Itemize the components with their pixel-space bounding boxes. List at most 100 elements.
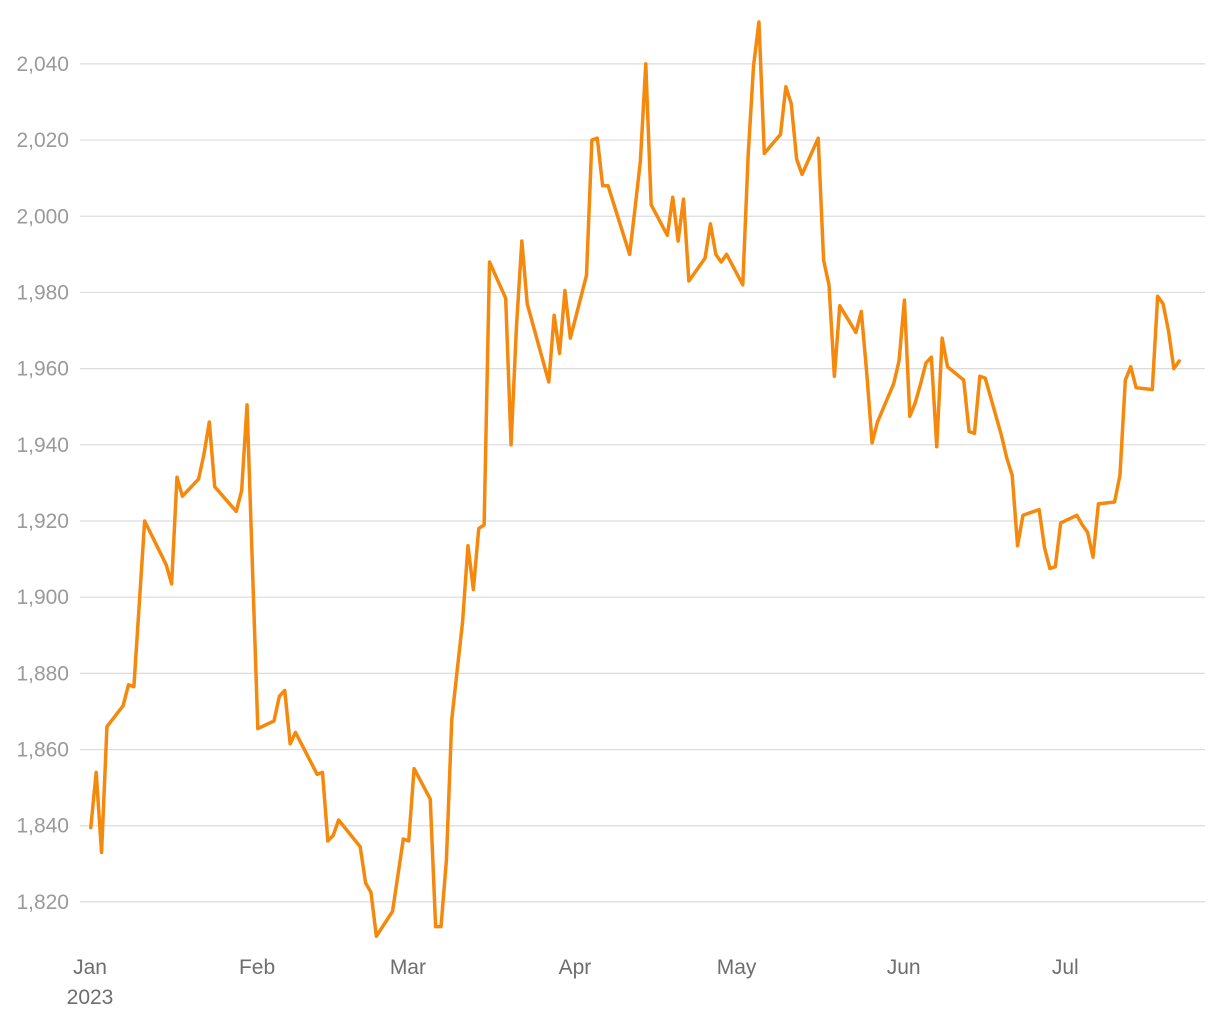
data-point	[428, 797, 432, 801]
data-point	[665, 233, 669, 237]
data-point	[294, 730, 298, 734]
data-point	[585, 273, 588, 277]
data-point	[202, 452, 206, 456]
data-point	[143, 519, 147, 523]
data-point	[504, 296, 508, 300]
data-point	[121, 704, 125, 708]
data-point	[514, 325, 518, 329]
data-point	[946, 365, 950, 369]
data-point	[1016, 544, 1020, 548]
data-point	[374, 934, 378, 938]
y-tick-label-2040: 2,040	[16, 53, 69, 76]
series-line-0	[89, 20, 1181, 938]
y-tick-label-1840: 1,840	[16, 815, 69, 838]
x-tick-year-label: 2023	[67, 986, 114, 1009]
data-point	[1021, 513, 1025, 517]
data-point	[838, 304, 842, 308]
y-tick-label-1960: 1,960	[16, 358, 69, 381]
data-point	[245, 403, 249, 407]
data-point	[967, 429, 971, 433]
data-point	[1091, 555, 1095, 559]
data-point	[983, 376, 987, 380]
data-point	[1166, 329, 1170, 333]
data-point	[207, 420, 211, 424]
data-point	[1048, 567, 1052, 571]
data-point	[822, 258, 826, 262]
y-axis-tick-labels: 1,820 1,840 1,860 1,880 1,900 1,920 1,940 1,960…	[16, 53, 69, 914]
x-tick-label-apr: Apr	[559, 956, 592, 979]
data-point	[940, 336, 944, 340]
data-point	[213, 485, 217, 489]
data-point	[962, 378, 966, 382]
data-point	[1086, 530, 1090, 534]
data-point	[175, 475, 179, 479]
data-point	[164, 563, 168, 567]
data-point	[1096, 502, 1100, 506]
data-point	[682, 197, 685, 201]
data-point	[902, 298, 906, 302]
data-point	[391, 909, 395, 913]
y-tick-label-1980: 1,980	[16, 281, 69, 304]
data-point	[741, 283, 745, 287]
data-point	[1005, 456, 1009, 460]
data-point	[633, 207, 637, 211]
data-point	[897, 359, 901, 363]
data-point	[525, 302, 529, 306]
data-point	[364, 881, 368, 885]
data-point	[795, 157, 799, 161]
data-point	[1037, 508, 1041, 512]
data-point	[1177, 359, 1181, 363]
data-point	[827, 283, 831, 287]
data-point	[671, 195, 675, 199]
data-point	[714, 252, 718, 256]
data-point	[488, 260, 492, 264]
data-point	[590, 138, 594, 142]
data-point	[407, 839, 411, 843]
data-point	[935, 445, 939, 449]
data-point	[547, 380, 551, 384]
data-point	[854, 330, 858, 334]
data-point	[477, 527, 481, 531]
data-point	[913, 401, 917, 405]
data-point	[320, 770, 324, 774]
data-point	[762, 151, 766, 155]
data-point	[908, 414, 912, 418]
data-point	[369, 890, 373, 894]
y-tick-label-1900: 1,900	[16, 586, 69, 609]
data-point	[972, 431, 976, 435]
data-point	[644, 62, 648, 66]
data-point	[757, 20, 761, 24]
data-point	[725, 252, 729, 256]
data-point	[132, 685, 136, 689]
data-point	[919, 382, 923, 386]
data-point	[558, 351, 562, 355]
data-point	[450, 717, 454, 721]
data-point	[789, 102, 793, 106]
data-point	[563, 289, 567, 293]
data-point	[1134, 386, 1138, 390]
data-point	[315, 772, 319, 776]
x-tick-label-jul: Jul	[1052, 956, 1079, 979]
data-point	[859, 309, 863, 313]
data-point	[439, 925, 443, 929]
data-point	[746, 153, 750, 157]
data-point	[800, 172, 804, 176]
data-point	[482, 523, 486, 527]
y-tick-label-1880: 1,880	[16, 662, 69, 685]
data-point	[401, 837, 405, 841]
data-point	[552, 313, 556, 317]
data-point	[606, 184, 610, 188]
data-point	[520, 239, 524, 243]
data-point	[708, 222, 712, 226]
data-point	[687, 279, 691, 283]
data-point	[234, 509, 238, 513]
data-point	[100, 850, 104, 854]
data-point	[105, 725, 109, 729]
data-point	[1161, 302, 1165, 306]
data-point	[1150, 388, 1154, 392]
data-point	[1156, 294, 1160, 298]
data-point	[1113, 500, 1117, 504]
data-point	[832, 374, 836, 378]
data-point	[1053, 565, 1057, 569]
data-point	[1075, 513, 1079, 517]
